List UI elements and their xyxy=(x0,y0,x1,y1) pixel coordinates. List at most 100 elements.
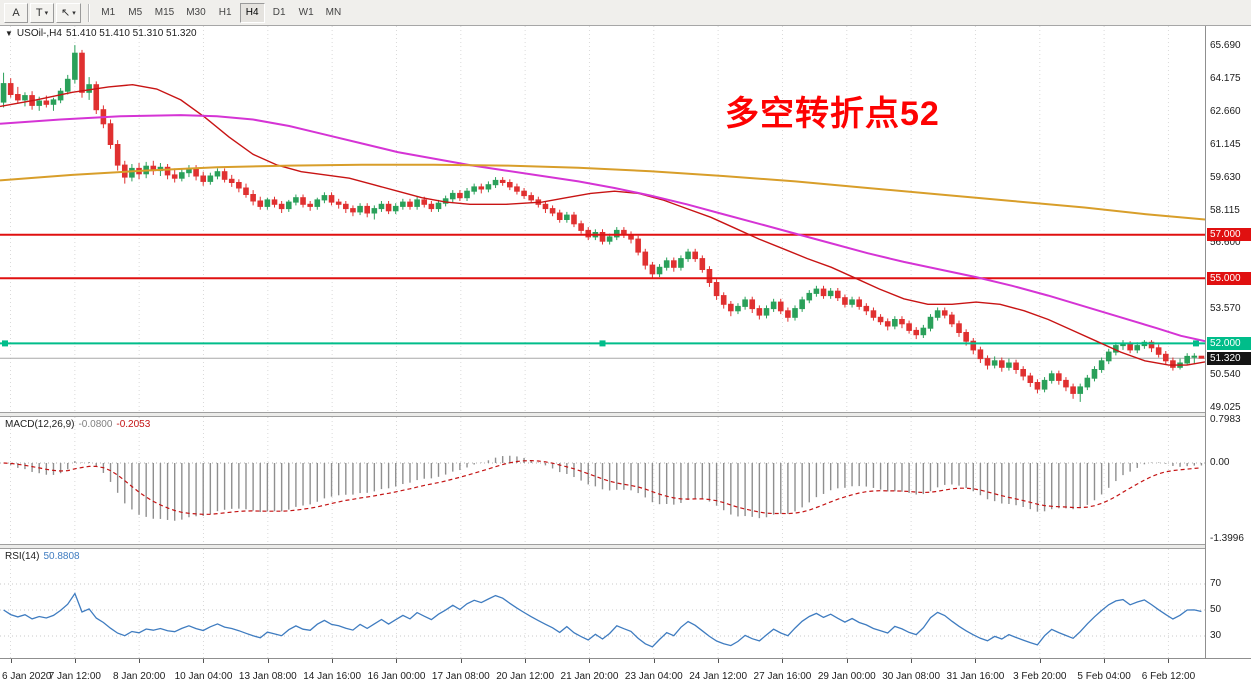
macd-signal-value: -0.2053 xyxy=(116,419,151,430)
macd-main-value: -0.0800 xyxy=(78,419,113,430)
time-tick xyxy=(846,659,848,663)
time-tick xyxy=(525,659,527,663)
time-tick xyxy=(332,659,334,663)
time-tick xyxy=(396,659,398,663)
macd-axis-label: 0.00 xyxy=(1210,457,1230,468)
time-axis-label: 27 Jan 16:00 xyxy=(753,671,812,682)
timeframe-m15-button[interactable]: M15 xyxy=(149,2,180,23)
time-tick xyxy=(1039,659,1041,663)
grid-layer xyxy=(10,549,1169,658)
time-axis-label: 14 Jan 16:00 xyxy=(303,671,362,682)
time-axis-label: 24 Jan 12:00 xyxy=(689,671,748,682)
time-tick xyxy=(460,659,462,663)
cursor-tool-button[interactable]: ↖ ▾ xyxy=(56,2,81,23)
time-axis-label: 3 Feb 20:00 xyxy=(1013,671,1067,682)
time-tick xyxy=(74,659,76,663)
price-axis-label: 61.145 xyxy=(1210,138,1241,150)
time-axis-label: 17 Jan 08:00 xyxy=(431,671,490,682)
price-axis-label: 64.175 xyxy=(1210,72,1241,84)
dropdown-caret-icon: ▾ xyxy=(44,9,49,17)
chart-title: ▼ USOil-,H4 51.410 51.410 51.310 51.320 xyxy=(5,28,201,39)
time-axis-label: 21 Jan 20:00 xyxy=(560,671,619,682)
hline-handle[interactable] xyxy=(599,340,606,347)
timeframe-mn-button[interactable]: MN xyxy=(320,2,347,23)
rsi-axis-label: 30 xyxy=(1210,630,1222,641)
time-tick xyxy=(10,659,12,663)
rsi-indicator-label: RSI(14) xyxy=(5,551,40,562)
ma-fast-line xyxy=(0,83,1205,366)
rsi-value: 50.8808 xyxy=(43,551,80,562)
price-axis-label: 50.540 xyxy=(1210,369,1241,381)
time-axis-label: 23 Jan 04:00 xyxy=(624,671,683,682)
panel-separator[interactable] xyxy=(0,412,1251,417)
hline-price-label: 55.000 xyxy=(1207,271,1251,285)
hline-handle[interactable] xyxy=(1193,340,1199,347)
time-axis-label: 20 Jan 12:00 xyxy=(496,671,555,682)
macd-title: MACD(12,26,9) -0.0800 -0.2053 xyxy=(5,419,154,430)
timeframe-m1-button[interactable]: M1 xyxy=(95,2,121,23)
timeframe-d1-button[interactable]: D1 xyxy=(266,2,292,23)
time-tick xyxy=(589,659,591,663)
ma-slow-line xyxy=(0,163,1205,221)
price-axis[interactable]: 65.690 64.175 62.660 61.145 59.630 58.115 56.6… xyxy=(1205,26,1251,658)
rsi-canvas[interactable] xyxy=(0,549,1205,658)
timeframe-h4-button[interactable]: H4 xyxy=(239,2,265,23)
price-axis-label: 62.660 xyxy=(1210,105,1241,117)
time-tick xyxy=(911,659,913,663)
time-tick xyxy=(1104,659,1106,663)
annotate-tool-button[interactable]: A xyxy=(4,2,28,23)
macd-axis-label: 0.7983 xyxy=(1210,413,1241,425)
text-tool-icon: T xyxy=(35,6,43,19)
tool-buttons-group: A T ▾ ↖ ▾ xyxy=(4,2,81,23)
timeframe-buttons-group: M1 M5 M15 M30 H1 H4 D1 W1 MN xyxy=(95,2,347,23)
time-axis-label: 16 Jan 00:00 xyxy=(367,671,426,682)
macd-axis-label: -1.3996 xyxy=(1210,532,1244,544)
hline-price-label: 52.000 xyxy=(1207,336,1251,350)
macd-histogram xyxy=(9,455,1203,521)
panel-separator[interactable] xyxy=(0,544,1251,549)
toolbar: A T ▾ ↖ ▾ M1 M5 M15 M30 H1 H4 D1 W1 MN xyxy=(0,0,1251,26)
time-tick xyxy=(975,659,977,663)
time-tick xyxy=(782,659,784,663)
timeframe-m30-button[interactable]: M30 xyxy=(181,2,211,23)
chart-expander-icon[interactable]: ▼ xyxy=(5,29,13,38)
time-axis-label: 7 Jan 12:00 xyxy=(48,671,101,682)
hline-handle[interactable] xyxy=(2,340,8,347)
time-axis-label: 8 Jan 20:00 xyxy=(113,671,166,682)
time-tick xyxy=(718,659,720,663)
time-axis-label: 10 Jan 04:00 xyxy=(174,671,233,682)
annotate-tool-icon: A xyxy=(12,6,20,19)
time-axis-label: 6 Feb 12:00 xyxy=(1141,671,1196,682)
time-axis[interactable]: 6 Jan 2020 7 Jan 12:00 8 Jan 20:00 10 Jan 0… xyxy=(0,658,1251,694)
price-axis-label: 49.025 xyxy=(1210,402,1241,414)
dropdown-caret-icon: ▾ xyxy=(72,9,76,17)
macd-canvas[interactable] xyxy=(0,417,1205,544)
macd-signal-line xyxy=(3,459,1202,515)
rsi-axis-label: 50 xyxy=(1210,604,1222,615)
ma-mid-line xyxy=(0,114,1205,343)
time-tick xyxy=(653,659,655,663)
timeframe-m5-button[interactable]: M5 xyxy=(122,2,148,23)
rsi-panel[interactable]: RSI(14) 50.8808 xyxy=(0,549,1205,658)
candles-layer xyxy=(0,45,1205,402)
cursor-tool-icon: ↖ xyxy=(61,7,71,19)
price-chart-canvas[interactable] xyxy=(0,26,1205,412)
time-axis-label: 5 Feb 04:00 xyxy=(1077,671,1131,682)
time-axis-label: 13 Jan 08:00 xyxy=(238,671,297,682)
time-axis-label: 31 Jan 16:00 xyxy=(946,671,1005,682)
timeframe-h1-button[interactable]: H1 xyxy=(212,2,238,23)
toolbar-divider xyxy=(87,3,89,22)
grid-layer xyxy=(10,26,1169,412)
chart-annotation-text[interactable]: 多空转折点52 xyxy=(725,95,940,133)
time-axis-label: 6 Jan 2020 xyxy=(2,671,52,682)
hline-price-label: 57.000 xyxy=(1207,228,1251,242)
current-price-label: 51.320 xyxy=(1207,351,1251,365)
time-axis-label: 30 Jan 08:00 xyxy=(882,671,941,682)
timeframe-w1-button[interactable]: W1 xyxy=(293,2,319,23)
text-tool-button[interactable]: T ▾ xyxy=(30,2,54,23)
macd-panel[interactable]: MACD(12,26,9) -0.0800 -0.2053 xyxy=(0,417,1205,544)
price-chart-panel[interactable]: ▼ USOil-,H4 51.410 51.410 51.310 51.320 多空… xyxy=(0,26,1205,412)
rsi-axis-label: 70 xyxy=(1210,578,1222,589)
price-axis-label: 53.570 xyxy=(1210,303,1241,315)
